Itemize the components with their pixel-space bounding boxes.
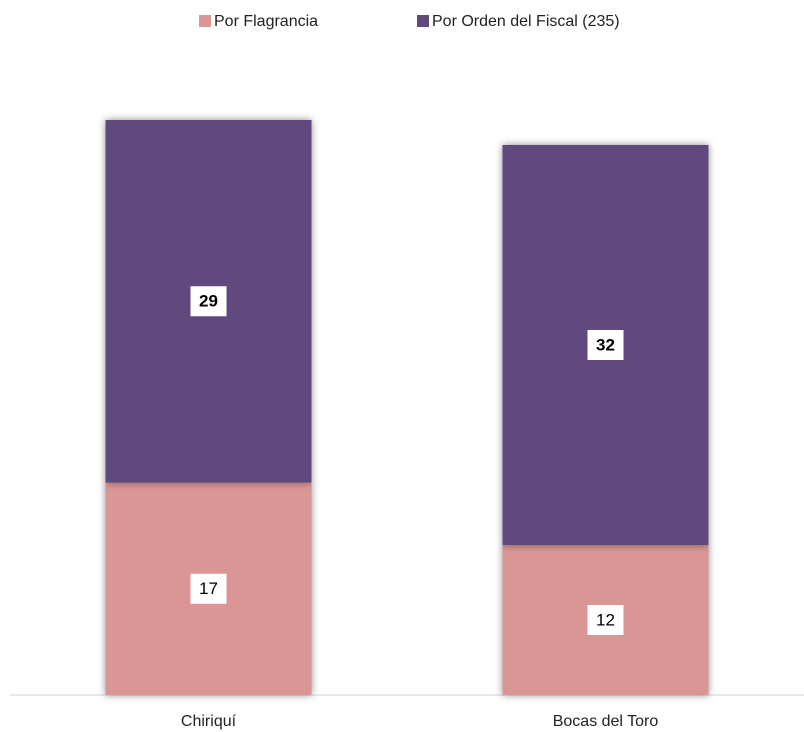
x-tick-label: Bocas del Toro xyxy=(553,713,659,730)
data-label-box xyxy=(587,330,624,360)
data-label: 32 xyxy=(596,335,615,354)
x-tick-label: Chiriquí xyxy=(181,713,237,730)
legend-swatch xyxy=(417,15,429,27)
legend-label: Por Flagrancia xyxy=(214,13,318,30)
data-label: 17 xyxy=(199,579,218,598)
data-label: 12 xyxy=(596,610,615,629)
legend-label: Por Orden del Fiscal (235) xyxy=(432,13,620,30)
data-label-box xyxy=(190,286,227,317)
data-label: 29 xyxy=(199,292,218,311)
data-label-box xyxy=(587,605,624,635)
data-label-box xyxy=(190,573,227,604)
legend-swatch xyxy=(199,15,211,27)
